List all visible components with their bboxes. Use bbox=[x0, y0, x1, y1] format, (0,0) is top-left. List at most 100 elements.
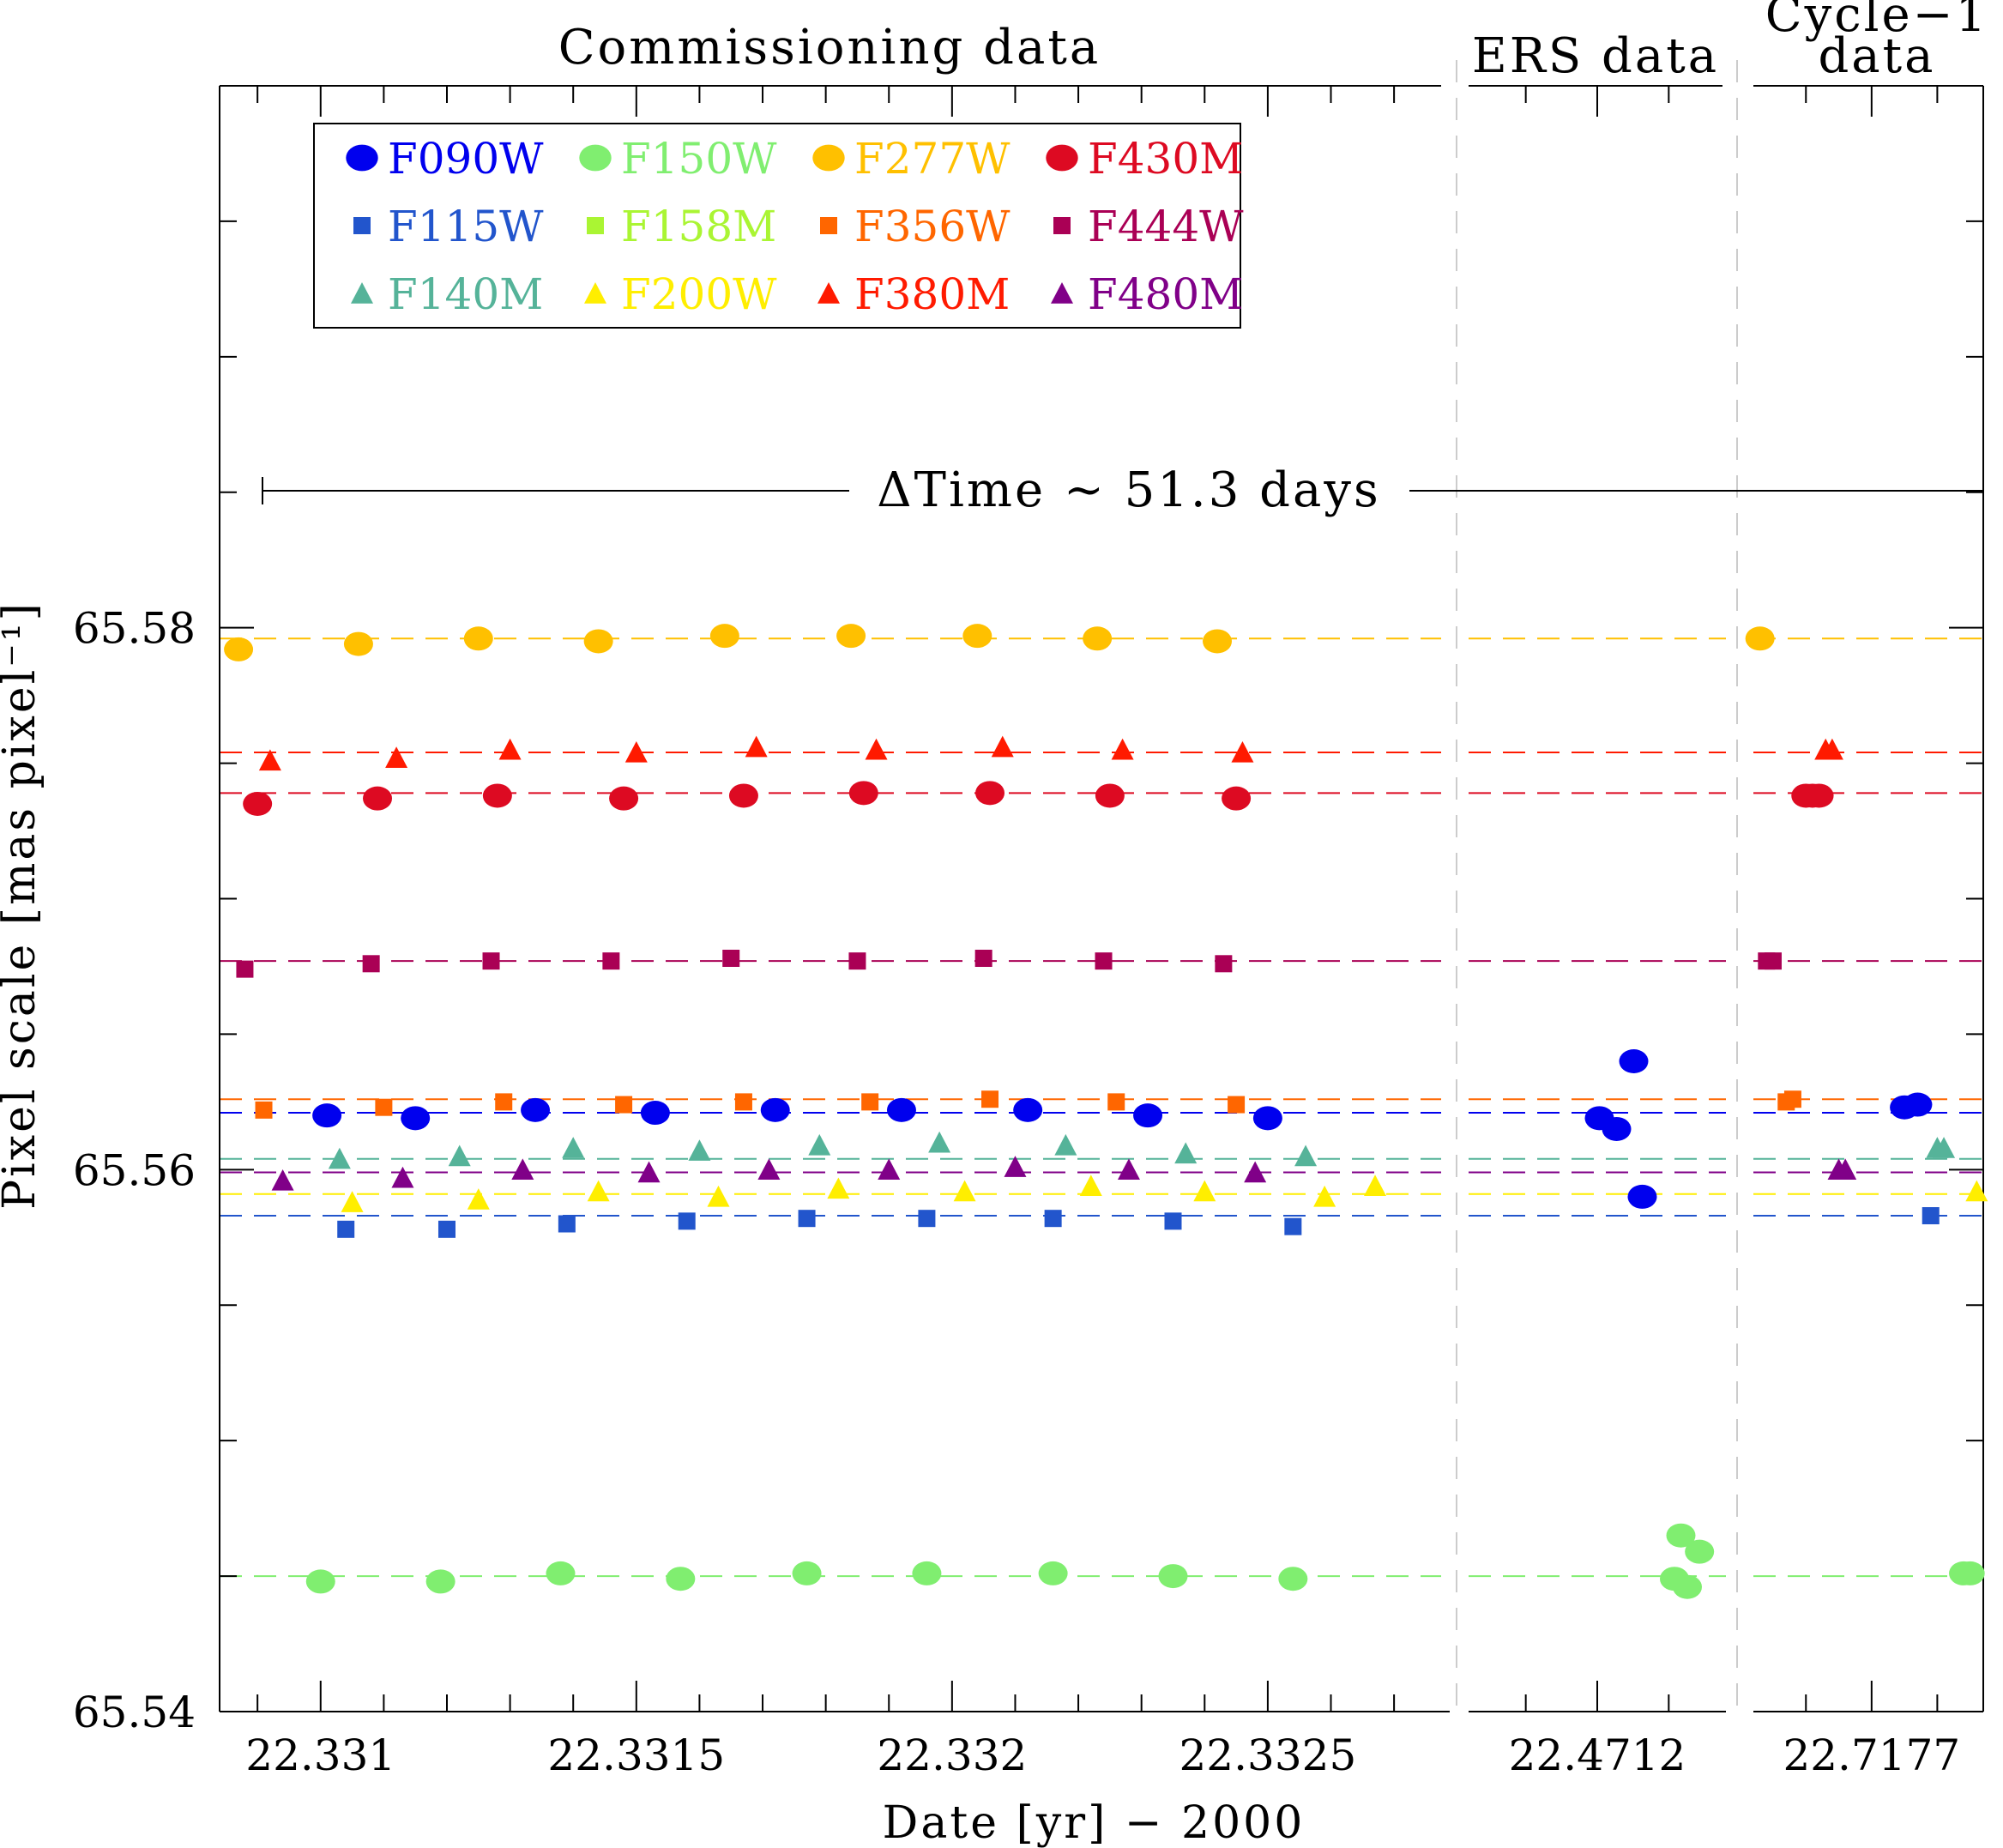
point-f356w bbox=[255, 1101, 273, 1119]
point-f430m bbox=[609, 786, 639, 811]
point-f444w bbox=[1764, 952, 1782, 970]
point-f090w bbox=[760, 1097, 790, 1122]
point-f200w bbox=[1079, 1175, 1102, 1196]
legend-marker-f158m bbox=[587, 217, 604, 234]
point-f200w bbox=[467, 1188, 490, 1210]
point-f140m bbox=[808, 1133, 831, 1156]
point-f200w bbox=[1313, 1185, 1336, 1207]
point-f480m bbox=[511, 1158, 534, 1181]
point-f115w bbox=[1284, 1217, 1302, 1235]
point-f480m bbox=[1244, 1161, 1267, 1183]
point-f430m bbox=[482, 783, 512, 808]
point-f140m bbox=[928, 1131, 951, 1153]
point-f277w bbox=[836, 624, 866, 649]
point-f150w bbox=[792, 1561, 822, 1585]
point-f356w bbox=[1783, 1090, 1801, 1108]
legend-label-f200w: F200W bbox=[621, 269, 777, 319]
point-f150w bbox=[1673, 1574, 1702, 1599]
point-f480m bbox=[878, 1158, 901, 1181]
point-f356w bbox=[734, 1093, 752, 1111]
x-tick-label: 22.332 bbox=[877, 1730, 1027, 1780]
point-f150w bbox=[666, 1567, 696, 1591]
point-f430m bbox=[975, 781, 1005, 806]
point-f277w bbox=[1203, 629, 1233, 654]
data-points bbox=[224, 624, 1988, 1599]
point-f140m bbox=[1294, 1144, 1318, 1167]
point-f430m bbox=[1222, 786, 1252, 811]
point-f090w bbox=[1903, 1092, 1933, 1117]
point-f150w bbox=[1685, 1539, 1715, 1564]
panel-title-commissioning: Commissioning data bbox=[558, 20, 1101, 75]
point-f200w bbox=[953, 1180, 976, 1202]
point-f200w bbox=[827, 1177, 850, 1199]
point-f200w bbox=[1364, 1175, 1387, 1196]
legend-box bbox=[313, 123, 1241, 329]
point-f277w bbox=[962, 624, 992, 649]
point-f090w bbox=[521, 1097, 551, 1122]
panel-title-ers: ERS data bbox=[1472, 28, 1719, 84]
point-f480m bbox=[757, 1158, 781, 1181]
legend-label-f380m: F380M bbox=[854, 269, 1010, 319]
y-tick-label: 65.54 bbox=[73, 1688, 196, 1737]
point-f090w bbox=[312, 1103, 342, 1128]
legend-label-f158m: F158M bbox=[621, 202, 776, 251]
point-f200w bbox=[1193, 1180, 1216, 1202]
panel-titles: Commissioning data ERS data Cycle−1 data bbox=[558, 0, 1987, 84]
point-f090w bbox=[1602, 1116, 1632, 1141]
legend-label-f480m: F480M bbox=[1088, 269, 1243, 319]
point-f430m bbox=[363, 786, 393, 811]
x-axis-label: Date [yr] − 2000 bbox=[883, 1797, 1306, 1848]
x-tick-label: 22.3315 bbox=[547, 1730, 725, 1780]
point-f356w bbox=[375, 1098, 393, 1116]
point-f444w bbox=[236, 960, 254, 978]
point-f277w bbox=[583, 629, 613, 654]
point-f380m bbox=[498, 738, 522, 760]
point-f356w bbox=[981, 1090, 999, 1108]
point-f277w bbox=[1745, 626, 1775, 651]
point-f150w bbox=[305, 1569, 335, 1594]
point-f090w bbox=[640, 1101, 670, 1126]
point-f277w bbox=[1083, 626, 1113, 651]
point-f090w bbox=[886, 1097, 916, 1122]
legend-marker-f140m bbox=[351, 282, 373, 304]
point-f430m bbox=[1804, 783, 1834, 808]
point-f115w bbox=[1164, 1212, 1182, 1230]
point-f150w bbox=[1666, 1523, 1696, 1548]
point-f444w bbox=[974, 949, 992, 967]
point-f140m bbox=[1054, 1133, 1077, 1156]
mean-lines bbox=[220, 637, 1983, 1578]
legend-marker-f090w bbox=[346, 144, 378, 172]
point-f115w bbox=[918, 1210, 936, 1228]
point-f150w bbox=[1038, 1561, 1068, 1585]
point-f480m bbox=[1834, 1158, 1857, 1181]
legend-label-f115w: F115W bbox=[388, 202, 544, 251]
point-f430m bbox=[728, 783, 758, 808]
point-f277w bbox=[343, 631, 373, 656]
point-f090w bbox=[1013, 1097, 1043, 1122]
x-tick-label: 22.4712 bbox=[1509, 1730, 1686, 1780]
point-f115w bbox=[798, 1210, 816, 1228]
legend-marker-f356w bbox=[820, 217, 837, 234]
point-f430m bbox=[1095, 783, 1125, 808]
point-f140m bbox=[328, 1147, 351, 1169]
point-f380m bbox=[991, 735, 1014, 758]
point-f090w bbox=[1252, 1106, 1282, 1131]
point-f150w bbox=[1278, 1567, 1308, 1591]
point-f380m bbox=[258, 749, 281, 771]
legend-label-f140m: F140M bbox=[388, 269, 543, 319]
point-f115w bbox=[437, 1220, 456, 1238]
point-f380m bbox=[865, 738, 888, 760]
legend-marker-f200w bbox=[584, 282, 606, 304]
point-f356w bbox=[615, 1096, 633, 1114]
legend-label-f150w: F150W bbox=[621, 134, 777, 184]
panel-title-cycle1-line2: data bbox=[1818, 28, 1935, 84]
point-f444w bbox=[1215, 955, 1233, 973]
point-f480m bbox=[391, 1166, 414, 1188]
legend: F090W F150W F277W F430M F115W F158M F356W F444W… bbox=[313, 123, 1244, 329]
point-f200w bbox=[707, 1185, 730, 1207]
point-f150w bbox=[546, 1561, 576, 1585]
legend-marker-f115w bbox=[353, 217, 371, 234]
point-f430m bbox=[848, 781, 878, 806]
point-f277w bbox=[709, 624, 739, 649]
